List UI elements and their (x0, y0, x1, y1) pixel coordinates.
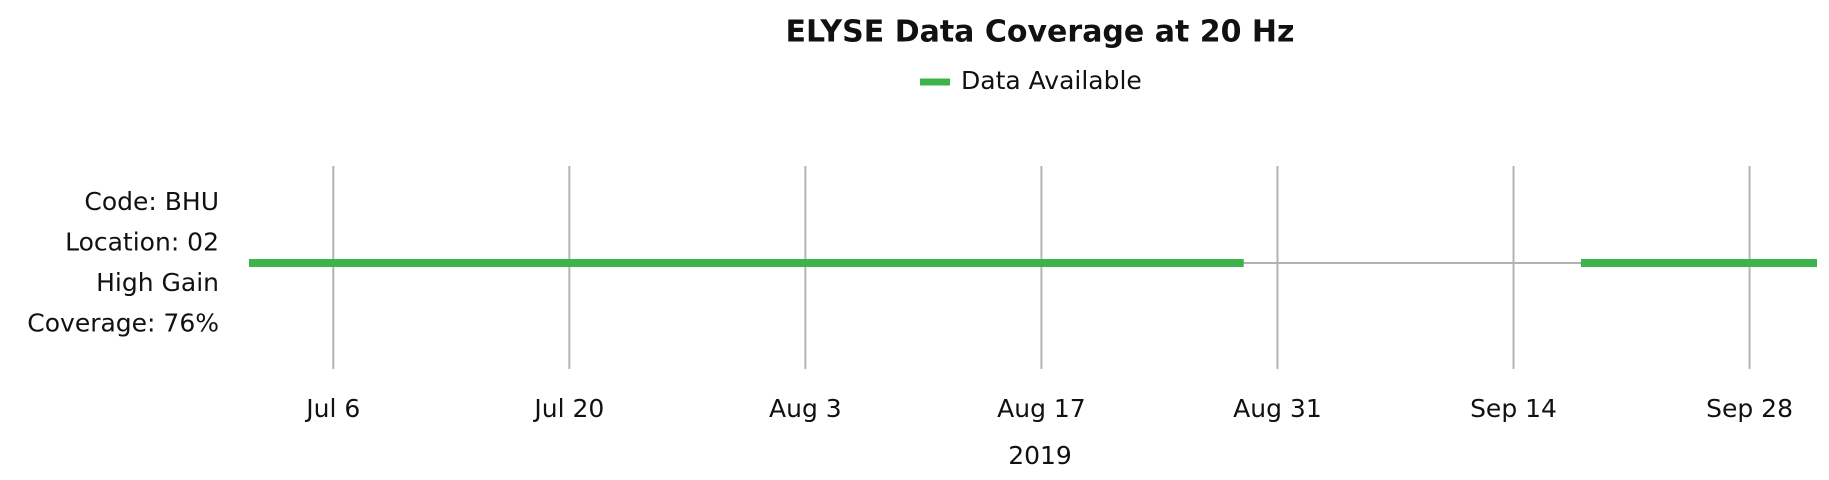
info-label: Location: 02 (65, 228, 219, 257)
x-axis-label: 2019 (1008, 441, 1072, 470)
x-tick-label: Jul 6 (304, 394, 360, 423)
x-tick-label: Aug 31 (1233, 394, 1322, 423)
x-tick-label: Sep 28 (1706, 394, 1793, 423)
x-tick-label: Aug 17 (997, 394, 1086, 423)
chart-title: ELYSE Data Coverage at 20 Hz (785, 15, 1294, 50)
legend-label: Data Available (961, 66, 1142, 95)
info-label: Coverage: 76% (27, 309, 219, 338)
info-label: High Gain (96, 268, 219, 297)
x-tick-label: Sep 14 (1470, 394, 1557, 423)
x-tick-label: Jul 20 (532, 394, 604, 423)
x-tick-label: Aug 3 (769, 394, 842, 423)
info-label: Code: BHU (84, 187, 219, 216)
